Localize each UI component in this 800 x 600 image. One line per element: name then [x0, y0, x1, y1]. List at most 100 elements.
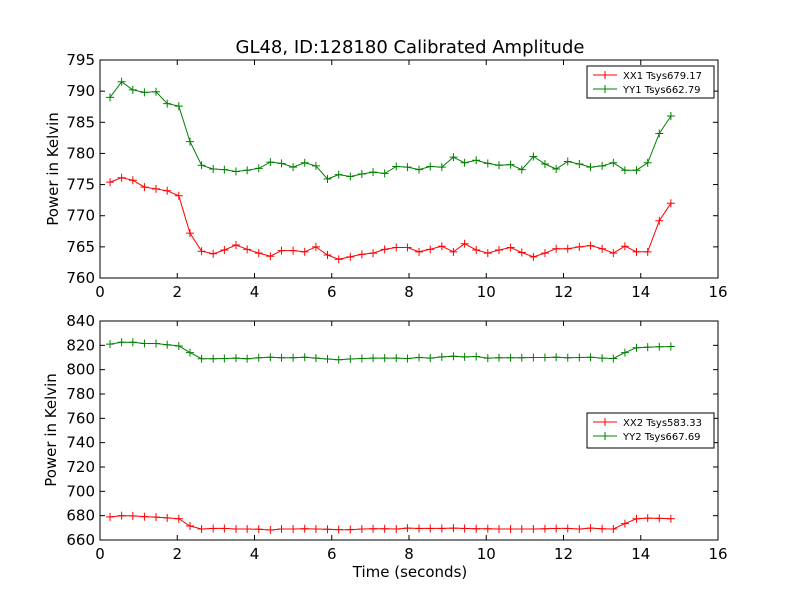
- x-tick-label: 12: [554, 545, 573, 563]
- bottom-legend-box: [586, 412, 715, 449]
- data-point-marker: [586, 241, 595, 250]
- data-point-marker: [300, 524, 309, 533]
- y-tick-label: 760: [66, 269, 95, 287]
- data-point-marker: [289, 163, 298, 172]
- legend-entry-label: XX2 Tsys583.33: [623, 418, 702, 429]
- y-tick-label: 775: [66, 176, 95, 194]
- data-point-marker: [163, 186, 172, 195]
- data-point-marker: [494, 245, 503, 254]
- data-point-marker: [357, 250, 366, 259]
- data-point-marker: [128, 176, 137, 185]
- data-point-marker: [106, 340, 115, 349]
- data-point-marker: [277, 246, 286, 255]
- legend-entry-label: YY1 Tsys662.79: [622, 85, 701, 96]
- data-point-marker: [380, 169, 389, 178]
- data-point-marker: [517, 165, 526, 174]
- data-point-marker: [311, 161, 320, 170]
- data-point-marker: [598, 244, 607, 253]
- data-point-marker: [643, 514, 652, 523]
- data-point-marker: [483, 249, 492, 258]
- data-point-marker: [300, 353, 309, 362]
- data-point-marker: [620, 166, 629, 175]
- data-point-marker: [369, 524, 378, 533]
- data-point-marker: [483, 159, 492, 168]
- data-point-marker: [231, 525, 240, 534]
- data-point-marker: [106, 178, 115, 187]
- y-tick-label: 795: [66, 51, 95, 69]
- data-point-marker: [185, 522, 194, 531]
- data-point-marker: [243, 354, 252, 363]
- data-point-marker: [666, 199, 675, 208]
- data-point-marker: [346, 525, 355, 534]
- data-point-marker: [289, 246, 298, 255]
- data-point-marker: [392, 162, 401, 171]
- data-point-marker: [254, 249, 263, 258]
- data-point-marker: [609, 354, 618, 363]
- data-point-marker: [575, 160, 584, 169]
- x-tick-label: 0: [95, 283, 105, 301]
- data-point-marker: [460, 239, 469, 248]
- data-point-marker: [586, 163, 595, 172]
- data-point-marker: [415, 524, 424, 533]
- data-point-marker: [415, 247, 424, 256]
- data-point-marker: [598, 524, 607, 533]
- x-tick-label: 8: [404, 545, 414, 563]
- x-tick-label: 0: [95, 545, 105, 563]
- data-point-marker: [277, 525, 286, 534]
- data-point-marker: [357, 525, 366, 534]
- data-point-marker: [106, 93, 115, 102]
- data-point-marker: [517, 525, 526, 534]
- x-tick-label: 4: [250, 283, 260, 301]
- data-point-marker: [174, 102, 183, 111]
- data-point-marker: [552, 524, 561, 533]
- data-point-marker: [449, 247, 458, 256]
- data-point-marker: [609, 525, 618, 534]
- data-point-marker: [289, 353, 298, 362]
- data-point-marker: [563, 524, 572, 533]
- data-point-marker: [220, 524, 229, 533]
- data-point-marker: [483, 354, 492, 363]
- data-point-marker: [185, 137, 194, 146]
- y-tick-label: 760: [66, 409, 95, 427]
- data-point-marker: [437, 524, 446, 533]
- data-point-marker: [152, 513, 161, 522]
- x-tick-label: 10: [477, 545, 496, 563]
- data-point-marker: [540, 524, 549, 533]
- data-point-marker: [449, 352, 458, 361]
- data-point-marker: [540, 160, 549, 169]
- data-point-marker: [152, 87, 161, 96]
- data-point-marker: [666, 112, 675, 121]
- data-point-marker: [117, 173, 126, 182]
- data-point-marker: [666, 342, 675, 351]
- data-point-marker: [632, 343, 641, 352]
- legend-marker: [601, 85, 609, 93]
- data-point-marker: [174, 341, 183, 350]
- data-point-marker: [346, 172, 355, 181]
- data-point-marker: [231, 354, 240, 363]
- data-point-marker: [185, 348, 194, 357]
- data-point-marker: [311, 242, 320, 251]
- data-point-marker: [117, 77, 126, 86]
- y-tick-label: 780: [66, 385, 95, 403]
- data-point-marker: [209, 354, 218, 363]
- data-point-marker: [220, 354, 229, 363]
- y-tick-label: 785: [66, 113, 95, 131]
- data-point-marker: [231, 167, 240, 176]
- x-tick-label: 12: [554, 283, 573, 301]
- data-point-marker: [128, 511, 137, 520]
- legend-entry-label: YY2 Tsys667.69: [622, 432, 701, 443]
- data-point-marker: [243, 245, 252, 254]
- y-tick-label: 840: [66, 312, 95, 330]
- data-point-marker: [357, 169, 366, 178]
- data-point-marker: [369, 354, 378, 363]
- data-point-marker: [254, 353, 263, 362]
- data-point-marker: [140, 183, 149, 192]
- data-point-marker: [575, 242, 584, 251]
- data-point-marker: [163, 340, 172, 349]
- data-point-marker: [266, 526, 275, 535]
- data-point-marker: [460, 352, 469, 361]
- data-point-marker: [552, 165, 561, 173]
- data-point-marker: [403, 163, 412, 172]
- data-point-marker: [323, 174, 332, 183]
- data-point-marker: [128, 338, 137, 347]
